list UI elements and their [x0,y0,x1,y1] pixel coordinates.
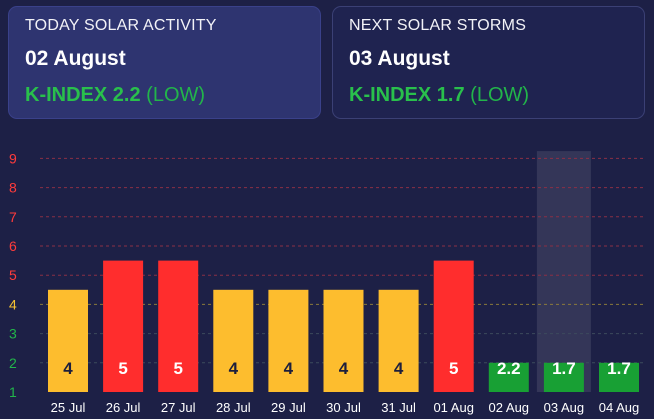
today-card-title: TODAY SOLAR ACTIVITY [25,17,217,34]
y-tick-label: 2 [9,355,17,371]
bar-25-jul [48,289,88,392]
today-card-kindex: K-INDEX 2.2 (LOW) [25,84,304,107]
bar-value-label: 4 [394,359,404,378]
next-kindex-level: (LOW) [470,84,530,106]
bar-value-label: 5 [449,359,458,378]
y-tick-label: 3 [9,326,17,342]
bar-01-aug [433,260,474,392]
today-card-date: 02 August [25,47,126,70]
y-tick-label: 6 [9,238,17,254]
x-tick-label: 02 Aug [489,400,530,415]
today-kindex-value: K-INDEX 2.2 [25,84,141,106]
bar-value-label: 4 [284,359,294,378]
bar-value-label: 1.7 [552,359,576,378]
x-tick-label: 04 Aug [599,400,640,415]
x-tick-label: 29 Jul [271,400,306,415]
next-card-title: NEXT SOLAR STORMS [349,17,527,34]
bar-28-jul [213,289,254,392]
x-tick-label: 31 Jul [381,400,416,415]
bar-31-jul [378,289,419,392]
x-tick-label: 01 Aug [433,400,474,415]
x-tick-label: 26 Jul [106,400,141,415]
bar-value-label: 5 [118,359,127,378]
bar-04-aug [599,362,639,392]
bar-value-label: 1.7 [607,359,631,378]
y-tick-label: 8 [9,180,17,196]
bar-value-label: 4 [229,359,239,378]
next-card-date: 03 August [349,47,450,70]
bar-26-jul [103,260,144,392]
today-kindex-level: (LOW) [146,84,206,106]
highlight-column [536,151,591,392]
next-kindex-value: K-INDEX 1.7 [349,84,465,106]
today-activity-card: TODAY SOLAR ACTIVITY 02 August K-INDEX 2… [8,6,321,119]
y-tick-label: 5 [9,267,17,283]
bar-27-jul [158,260,199,392]
x-tick-label: 25 Jul [51,400,86,415]
bar-value-label: 4 [63,359,73,378]
y-tick-label: 7 [9,209,17,225]
bar-30-jul [323,289,364,392]
bar-value-label: 2.2 [497,359,521,378]
bar-29-jul [268,289,309,392]
bar-value-label: 4 [339,359,349,378]
bar-03-aug [543,362,584,392]
y-tick-label: 9 [9,150,17,166]
x-tick-label: 27 Jul [161,400,196,415]
bar-02-aug [488,362,529,392]
x-tick-label: 28 Jul [216,400,251,415]
bar-value-label: 5 [173,359,182,378]
x-tick-label: 30 Jul [326,400,361,415]
next-card-kindex: K-INDEX 1.7 (LOW) [349,84,628,107]
x-tick-label: 03 Aug [544,400,585,415]
next-storms-card: NEXT SOLAR STORMS 03 August K-INDEX 1.7 … [332,6,645,119]
y-tick-label: 1 [9,384,17,400]
y-tick-label: 4 [9,296,17,312]
